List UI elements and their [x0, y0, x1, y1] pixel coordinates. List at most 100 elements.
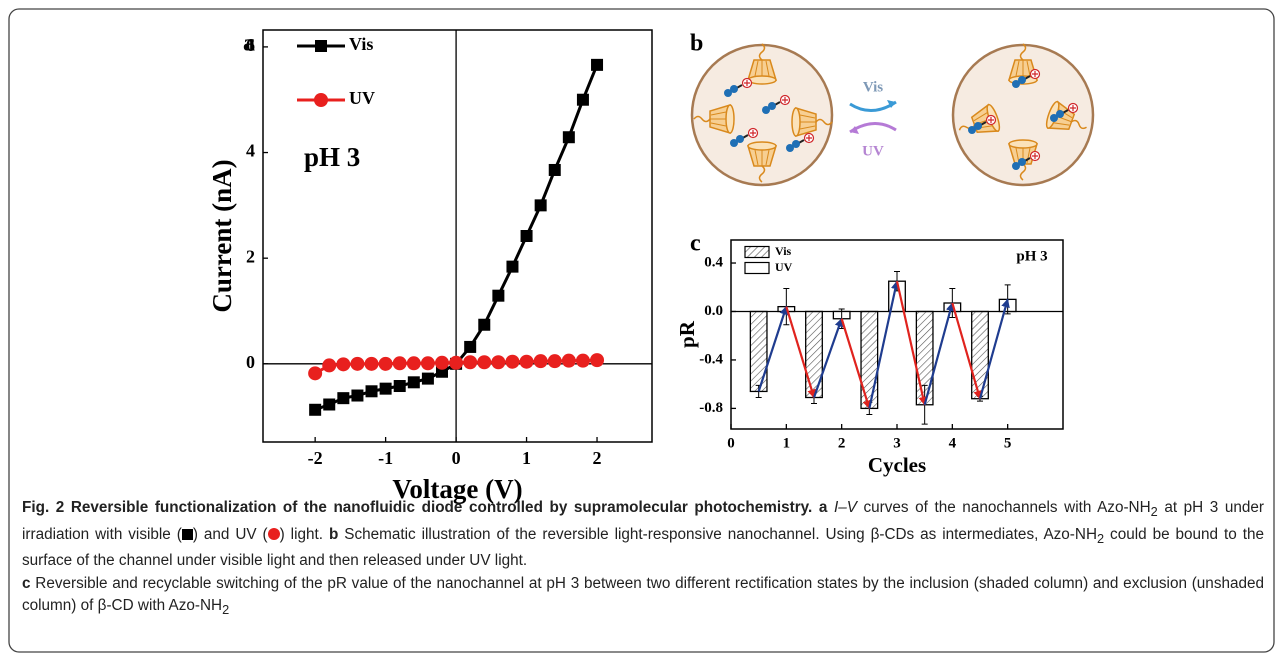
x-tick-label: 0 — [727, 435, 735, 451]
legend-label: UV — [349, 88, 375, 108]
x-tick-label: 3 — [893, 435, 901, 451]
connector-arrow — [785, 306, 816, 399]
figure-border — [8, 8, 1275, 653]
plot-frame — [730, 239, 1064, 430]
caption-text: ) and UV ( — [192, 525, 268, 543]
y-tick-label: 4 — [246, 141, 255, 161]
legend-label: UV — [775, 260, 793, 274]
data-point — [547, 354, 562, 369]
data-point — [315, 40, 327, 52]
data-point — [323, 398, 336, 411]
schematic-label: Vis — [863, 79, 883, 95]
connector-arrow — [757, 305, 789, 392]
data-point — [350, 356, 365, 371]
x-tick-label: 0 — [452, 448, 461, 468]
x-tick-label: 5 — [1004, 435, 1012, 451]
state-circle — [690, 43, 834, 187]
data-point — [351, 389, 364, 402]
chart: 0 1 2 3 4 5 0.4 0.0 -0.4 -0.8 Cycles pR pH 3 Vis UV — [675, 239, 1064, 477]
data-point — [406, 356, 421, 371]
data-point — [561, 353, 576, 368]
y-tick-label: 2 — [246, 246, 255, 266]
data-point — [478, 318, 491, 331]
y-axis-label: pR — [675, 320, 699, 348]
figure-label: Fig. 2 — [22, 499, 65, 516]
y-tick-label: 0.0 — [704, 303, 723, 319]
data-point — [519, 354, 534, 369]
data-point — [393, 380, 406, 393]
panel-ref: b — [328, 525, 339, 543]
data-point — [533, 354, 548, 369]
legend-swatch — [744, 245, 770, 259]
connector-arrow — [895, 280, 928, 406]
caption-text: could be bound to the surface of the cha… — [22, 525, 1264, 570]
data-point — [308, 366, 323, 381]
data-point — [449, 355, 464, 370]
data-point — [365, 385, 378, 398]
data-point — [492, 289, 505, 302]
panel-label: c — [690, 231, 701, 257]
bar — [860, 310, 879, 410]
caption-text: ) light. — [279, 525, 323, 543]
y-tick-label: -0.8 — [699, 400, 723, 416]
circle-icon — [267, 527, 280, 540]
data-point — [491, 355, 506, 370]
data-point — [379, 382, 392, 395]
data-point — [505, 354, 520, 369]
data-point — [378, 356, 393, 371]
subscript: 2 — [1150, 504, 1158, 520]
subscript: 2 — [222, 602, 230, 618]
data-point — [434, 355, 449, 370]
caption-text: at pH 3 under irradiation with visible ( — [22, 499, 1264, 543]
chart: -2 -1 0 1 2 0 2 4 6 Voltage (V) Current (nA) pH 3 Vi… — [207, 29, 653, 504]
legend-label: Vis — [349, 34, 373, 54]
schematic: Vis UV — [690, 43, 1095, 187]
data-point — [591, 58, 604, 71]
schematic-label: UV — [862, 143, 884, 159]
data-point — [477, 355, 492, 370]
caption-title: Reversible functionalization of the nano… — [70, 499, 813, 516]
panel-ref: a — [818, 499, 828, 516]
data-point — [534, 199, 547, 212]
y-tick-label: 0 — [246, 352, 255, 372]
data-point — [590, 353, 605, 368]
state-circle — [951, 43, 1095, 187]
y-tick-label: 6 — [246, 35, 255, 55]
connector-arrow — [951, 302, 983, 400]
panel-label: a — [243, 31, 255, 57]
annotation: pH 3 — [1016, 248, 1047, 264]
y-tick-label: -0.4 — [699, 351, 723, 367]
data-point — [407, 376, 420, 389]
legend-label: Vis — [775, 244, 792, 258]
data-point — [548, 163, 561, 176]
x-axis-label: Cycles — [868, 453, 926, 477]
data-point — [364, 356, 379, 371]
data-point — [562, 131, 575, 144]
data-point — [392, 356, 407, 371]
subscript: 2 — [1097, 530, 1105, 546]
data-point — [576, 93, 589, 106]
caption-text: curves of the nanochannels with Azo-NH — [863, 499, 1151, 516]
x-tick-label: 4 — [949, 435, 957, 451]
data-point — [314, 93, 328, 107]
arrow-head — [887, 100, 896, 108]
x-tick-label: 1 — [783, 435, 791, 451]
connector-arrow — [812, 317, 844, 398]
x-tick-label: -1 — [378, 448, 393, 468]
bar — [805, 310, 823, 399]
bar — [749, 310, 768, 393]
data-point — [464, 340, 477, 353]
data-point — [520, 230, 533, 242]
data-point — [506, 260, 519, 273]
square-icon — [181, 528, 193, 540]
caption: Fig. 2 Reversible functionalization of t… — [22, 497, 1264, 622]
data-point — [322, 358, 337, 373]
bar — [971, 310, 989, 400]
x-axis-label: Voltage (V) — [392, 474, 522, 504]
connector-arrow — [978, 298, 1010, 400]
x-tick-label: 1 — [522, 448, 531, 468]
connector-arrow — [868, 280, 900, 409]
connector-arrow — [840, 318, 872, 410]
caption-text: Schematic illustration of the reversible… — [344, 525, 1097, 543]
